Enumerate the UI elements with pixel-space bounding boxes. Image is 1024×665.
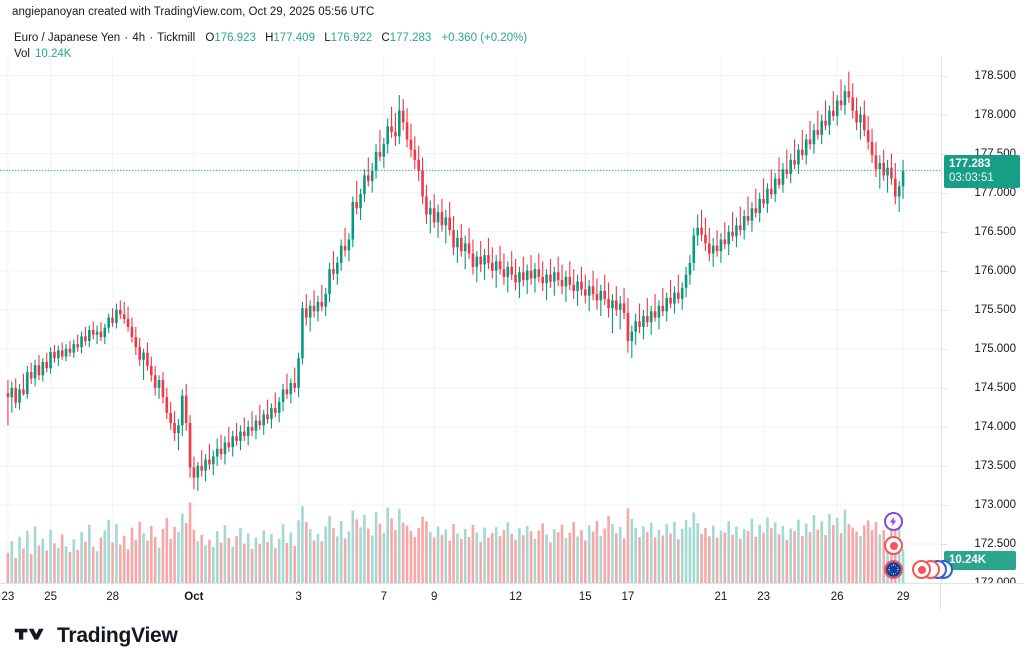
price-tick-mark [942,114,947,116]
price-tick-mark [942,426,947,428]
price-tick-label: 176.500 [974,225,1016,238]
eu-flag-star [888,566,891,569]
eu-flag-star [892,564,895,566]
eu-flag-star [896,570,899,573]
time-tick-label: 23 [1,591,15,603]
eu-flag-star [888,568,890,571]
price-tick-mark [942,192,947,194]
price-tick-mark [942,153,947,155]
time-tick-label: 17 [621,591,635,603]
candlesticks [6,71,905,491]
price-tick-label: 172.500 [974,538,1016,550]
legend-open-value: 176.923 [214,32,256,44]
current-price-value: 177.283 [949,157,991,170]
price-tick-label: 178.000 [974,108,1016,121]
volume-bars [6,502,905,583]
legend-high-value: 177.409 [273,32,315,44]
volatility-event-icon[interactable] [884,512,903,531]
price-tick-label: 173.500 [974,459,1016,472]
eurozone-flag-icon[interactable] [884,560,903,579]
price-tick-mark [942,387,947,389]
price-tick-label: 176.000 [974,264,1016,277]
eu-flag-star [896,566,899,569]
bar-countdown-timer: 03:03:51 [949,171,994,184]
price-tick-mark [942,465,947,467]
legend-ohlc: O176.923 H177.409 L176.922 C177.283 +0.3… [205,32,527,44]
eu-flag-star [892,573,895,575]
time-tick-label: 25 [44,591,57,603]
eu-flag-star [897,568,899,571]
eu-flag-star [894,572,897,575]
legend-volume-label: Vol [14,48,30,60]
eu-flag-star [890,564,893,567]
eu-flag-star [894,564,897,567]
price-axis[interactable]: 178.500 178.000 177.500 177.000 176.500 176.0… [941,56,1024,589]
tradingview-logo-icon [14,628,44,640]
high-impact-event-icon[interactable] [884,536,903,555]
time-tick-label: 23 [757,591,770,603]
chart-footer: TradingView [0,610,1024,665]
event-cluster-icons[interactable] [912,560,966,579]
price-tick-label: 174.500 [974,381,1016,394]
eu-flag-star [888,570,891,573]
time-axis[interactable]: 23 25 28 Oct 3 7 9 12 15 17 21 23 26 29 [0,583,1024,610]
event-cluster-badge-1 [912,560,931,579]
eu-flag-circle [886,562,901,577]
price-tick-label: 178.500 [974,69,1016,82]
legend-close-label: C [381,32,390,44]
legend-low-value: 176.922 [330,32,373,44]
price-tick-label: 177.000 [974,186,1016,199]
time-tick-label: 26 [830,591,844,603]
time-tick-label: Oct [184,591,204,603]
legend-volume-value: 10.24K [35,48,72,60]
eu-flag-star [890,572,893,575]
time-tick-label: 12 [509,591,522,603]
time-tick-label: 15 [578,591,592,603]
time-tick-label: 3 [295,591,302,603]
legend-low-label: L [324,32,331,44]
legend-interval[interactable]: 4h [132,32,146,44]
time-tick-label: 7 [380,591,387,603]
event-dot-inner [889,541,898,550]
price-tick-mark [942,348,947,350]
tradingview-logo[interactable]: TradingView [14,624,178,648]
current-price-badge: 177.283 03:03:51 [944,154,1020,188]
price-tick-label: 175.000 [974,342,1016,355]
time-tick-label: 28 [106,591,119,603]
lightning-bolt-glyph [889,516,897,527]
grid-lines [0,56,941,583]
price-tick-mark [942,309,947,311]
price-tick-mark [942,544,947,545]
legend-close-value: 177.283 [389,32,432,44]
legend-high-label: H [265,32,274,44]
price-tick-label: 174.000 [974,420,1016,433]
volume-value-badge: 10.24K [944,551,1016,570]
candlestick-svg [0,56,941,583]
price-tick-label: 173.000 [974,498,1016,511]
event-cluster-dot [917,565,926,574]
attribution-text: angiepanoyan created with TradingView.co… [12,6,375,18]
legend-main-row: Euro / Japanese Yen · 4h · Tickmill O176… [14,30,527,46]
time-tick-label: 9 [430,591,438,603]
legend-separator-2: · [149,32,154,44]
chart-plot-area[interactable] [0,56,941,583]
chart-legend: Euro / Japanese Yen · 4h · Tickmill O176… [14,30,527,62]
price-tick-label: 175.500 [974,303,1016,316]
legend-volume-row: Vol 10.24K [14,46,527,62]
price-tick-mark [942,270,947,272]
tradingview-wordmark: TradingView [57,624,178,647]
price-tick-mark [942,504,947,506]
price-tick-mark [942,75,947,77]
time-tick-label: 29 [896,591,910,603]
time-tick-label: 21 [714,591,728,603]
legend-separator-1: · [124,32,129,44]
price-tick-mark [942,231,947,233]
legend-exchange: Tickmill [157,32,196,44]
legend-open-label: O [205,32,215,44]
legend-symbol[interactable]: Euro / Japanese Yen [14,32,121,44]
legend-change-value: +0.360 (+0.20%) [441,32,528,44]
